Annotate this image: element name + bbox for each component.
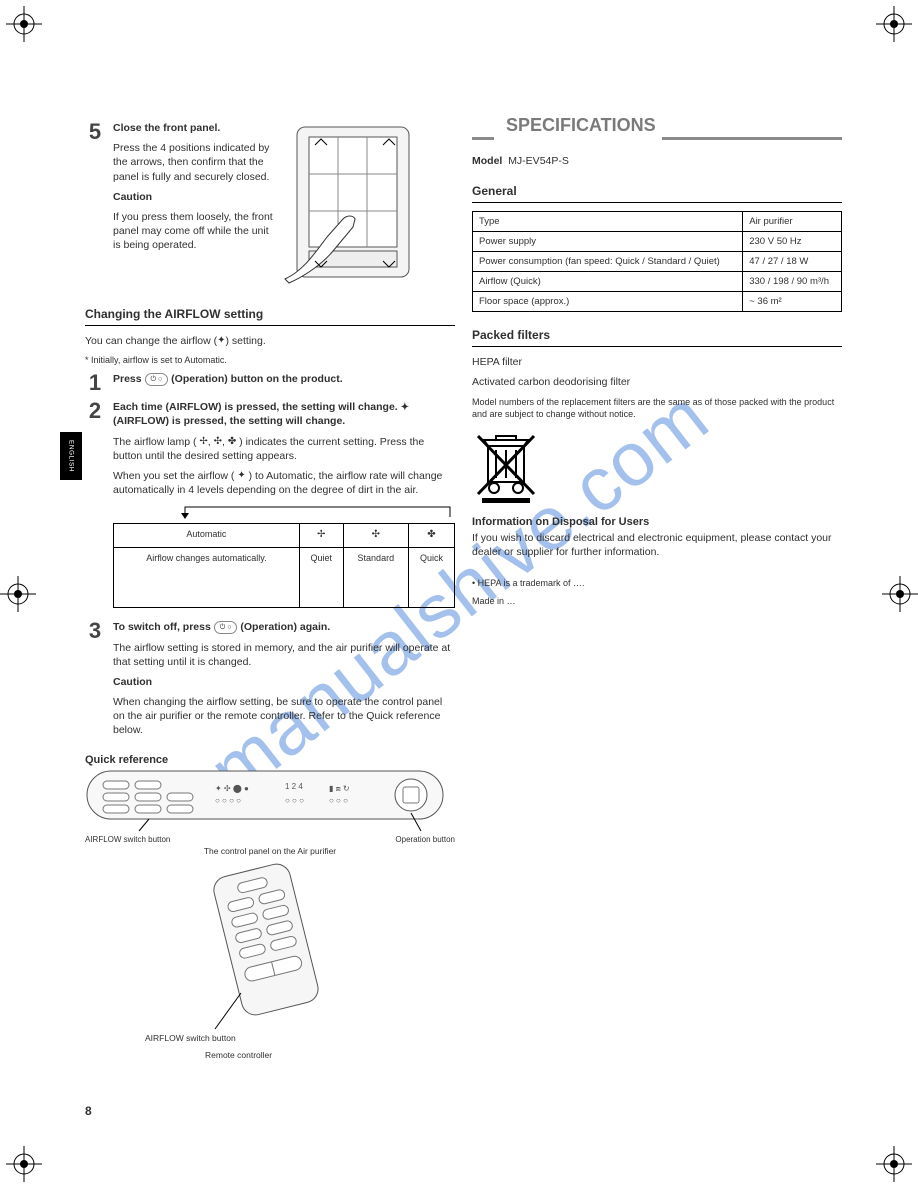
caption-remote: Remote controller — [205, 1050, 455, 1061]
reg-mark-bl — [6, 1146, 42, 1182]
flow-h3: ✤ — [409, 524, 455, 548]
caption-airflow-btn: AIRFLOW switch button — [85, 835, 170, 844]
packed-h: Packed filters — [472, 328, 842, 342]
airflow-step2: 2 Each time (AIRFLOW) is pressed, the se… — [85, 400, 455, 614]
control-panel-illustration: ✦ ✣ ⬤ ● ○ ○ ○ ○ 1 2 4 ○ ○ ○ ▮ ⧈ ↻ ○ ○ ○ — [85, 769, 455, 833]
fan-big-icon: ✤ — [228, 435, 236, 449]
loop-arrow — [113, 503, 455, 521]
flow-b0: Airflow changes automatically. — [114, 548, 300, 608]
airflow-caution-h: Caution — [113, 676, 152, 688]
airflow-step3: 3 To switch off, press ⏻ ○ (Operation) a… — [85, 620, 455, 743]
weee-icon — [472, 428, 842, 506]
svg-text:✦ ✣ ⬤ ●: ✦ ✣ ⬤ ● — [215, 784, 249, 793]
model-line: Model MJ-EV54P-S — [472, 154, 842, 168]
step-5-caution-body: If you press them loosely, the front pan… — [113, 210, 273, 253]
panel-captions: AIRFLOW switch button Operation button — [85, 835, 455, 844]
language-tab: ENGLISH — [60, 432, 82, 480]
airflow-table: Automatic ✢ ✣ ✤ Airflow changes automati… — [113, 523, 455, 608]
fan-mid-icon: ✣ — [214, 435, 222, 449]
trademark-line: • HEPA is a trademark of …. — [472, 577, 842, 589]
step-5-caution-h: Caution — [113, 191, 152, 203]
spec-table: TypeAir purifier Power supply230 V 50 Hz… — [472, 211, 842, 312]
left-column: 5 Close the front panel. Press the 4 pos… — [85, 115, 455, 1068]
airflow-rule — [85, 325, 455, 326]
fan-icon: ✦ — [401, 401, 409, 415]
reg-mark-tl — [6, 6, 42, 42]
fan-small-icon: ✢ — [199, 435, 207, 449]
operation-button-icon-2: ⏻ ○ — [214, 621, 238, 634]
reg-mark-br — [876, 1146, 912, 1182]
disposal-h: Information on Disposal for Users — [472, 516, 842, 528]
flow-b3: Quick — [409, 548, 455, 608]
spec-general-h: General — [472, 184, 842, 198]
quickref-heading: Quick reference — [85, 754, 455, 766]
airflow-step1: 1 Press ⏻ ○ (Operation) button on the pr… — [85, 372, 455, 394]
packed-note: Model numbers of the replacement filters… — [472, 396, 842, 420]
flow-b2: Standard — [343, 548, 408, 608]
step-5: 5 Close the front panel. Press the 4 pos… — [85, 121, 455, 291]
operation-button-icon: ⏻ ○ — [145, 373, 169, 386]
svg-text:1 2 4: 1 2 4 — [285, 782, 303, 791]
airflow-icon: ✦ — [217, 334, 225, 348]
origin-line: Made in … — [472, 595, 842, 607]
flow-h2: ✣ — [343, 524, 408, 548]
spec-heading: SPECIFICATIONS — [506, 115, 656, 136]
caption-operation-btn: Operation button — [395, 835, 455, 844]
auto-icon: ✦ — [237, 469, 245, 483]
remote-illustration — [195, 863, 455, 1033]
reg-mark-ml — [0, 576, 36, 612]
airflow-heading: Changing the AIRFLOW setting — [85, 307, 455, 321]
right-column: SPECIFICATIONS Model MJ-EV54P-S General … — [472, 115, 842, 613]
step-5-body: Press the 4 positions indicated by the a… — [113, 141, 273, 184]
flow-h1: ✢ — [299, 524, 343, 548]
svg-text:○ ○ ○: ○ ○ ○ — [285, 796, 304, 805]
airflow-caution-b: When changing the airflow setting, be su… — [113, 695, 455, 738]
step-5-title: Close the front panel. — [113, 122, 220, 134]
packed-2: Activated carbon deodorising filter — [472, 375, 842, 389]
step-5-num: 5 — [85, 121, 105, 291]
packed-1: HEPA filter — [472, 355, 842, 369]
airflow-note: * Initially, airflow is set to Automatic… — [85, 354, 455, 366]
flow-h0: Automatic — [114, 524, 300, 548]
spec-heading-rule: SPECIFICATIONS — [472, 115, 842, 140]
flow-b1: Quiet — [299, 548, 343, 608]
caption-remote-btn: AIRFLOW switch button — [145, 1033, 455, 1044]
front-panel-illustration — [283, 121, 423, 291]
caption-panel: The control panel on the Air purifier — [85, 846, 455, 857]
airflow-intro: You can change the airflow (✦) setting. — [85, 334, 455, 348]
svg-text:▮ ⧈ ↻: ▮ ⧈ ↻ — [329, 784, 350, 793]
disposal-body: If you wish to discard electrical and el… — [472, 531, 842, 559]
airflow-memory: The airflow setting is stored in memory,… — [113, 641, 455, 669]
page-number: 8 — [85, 1104, 92, 1118]
reg-mark-mr — [882, 576, 918, 612]
reg-mark-tr — [876, 6, 912, 42]
svg-text:○ ○ ○ ○: ○ ○ ○ ○ — [215, 796, 241, 805]
svg-text:○ ○ ○: ○ ○ ○ — [329, 796, 348, 805]
